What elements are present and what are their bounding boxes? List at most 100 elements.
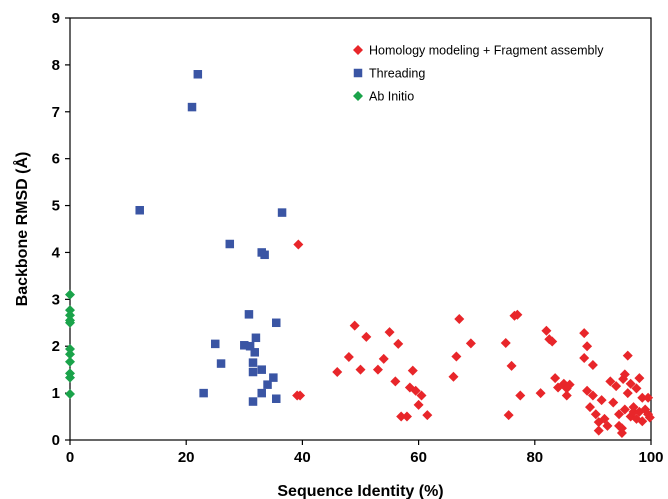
data-point bbox=[277, 208, 287, 217]
data-point bbox=[295, 390, 306, 401]
data-point bbox=[500, 337, 511, 348]
data-point bbox=[65, 344, 75, 355]
data-point bbox=[248, 397, 258, 406]
data-point bbox=[361, 331, 372, 342]
x-tick-label: 0 bbox=[66, 449, 74, 466]
data-point bbox=[211, 339, 220, 349]
data-point bbox=[643, 392, 654, 403]
x-tick-label: 100 bbox=[638, 449, 663, 466]
y-tick-label: 5 bbox=[52, 198, 60, 215]
y-tick-label: 1 bbox=[52, 385, 60, 402]
data-point bbox=[465, 338, 476, 349]
legend-item: Ab Initio bbox=[353, 90, 414, 104]
data-point bbox=[251, 333, 261, 343]
y-tick-label: 8 bbox=[52, 57, 60, 74]
y-tick-label: 7 bbox=[52, 104, 60, 121]
data-point bbox=[390, 376, 401, 387]
data-point bbox=[587, 359, 598, 370]
data-point bbox=[605, 376, 616, 387]
data-point bbox=[65, 310, 75, 321]
data-point bbox=[622, 388, 633, 399]
data-point bbox=[593, 425, 604, 436]
data-point bbox=[65, 289, 75, 300]
data-point bbox=[355, 364, 366, 375]
data-point bbox=[512, 309, 523, 320]
data-point bbox=[644, 412, 655, 423]
data-point bbox=[584, 402, 595, 413]
data-point bbox=[407, 365, 418, 376]
x-tick-label: 60 bbox=[410, 449, 427, 466]
data-point bbox=[619, 404, 630, 415]
data-point bbox=[564, 379, 575, 390]
data-point bbox=[272, 394, 281, 403]
data-point bbox=[448, 371, 459, 382]
data-point bbox=[619, 369, 630, 380]
data-point bbox=[240, 341, 249, 350]
data-point bbox=[413, 399, 424, 410]
x-tick-label: 80 bbox=[526, 449, 543, 466]
data-point bbox=[608, 397, 619, 408]
data-point bbox=[582, 385, 593, 396]
data-point bbox=[187, 102, 197, 112]
data-point bbox=[65, 305, 75, 316]
y-tick-label: 9 bbox=[52, 10, 60, 27]
data-point bbox=[451, 351, 462, 362]
data-point bbox=[454, 314, 465, 325]
data-point bbox=[65, 349, 75, 360]
y-tick-label: 2 bbox=[52, 338, 60, 355]
data-point bbox=[257, 388, 266, 398]
data-point bbox=[506, 360, 517, 371]
data-point bbox=[263, 380, 272, 389]
data-point bbox=[515, 390, 526, 401]
data-point bbox=[582, 341, 593, 352]
data-point bbox=[541, 325, 552, 336]
data-point bbox=[135, 205, 144, 215]
data-point bbox=[260, 250, 269, 260]
data-point bbox=[332, 367, 343, 378]
data-point bbox=[401, 411, 412, 422]
legend-marker bbox=[353, 68, 363, 78]
data-point bbox=[622, 350, 633, 361]
data-point bbox=[616, 423, 627, 434]
data-point bbox=[637, 416, 648, 427]
x-tick-label: 40 bbox=[294, 449, 311, 466]
data-point bbox=[614, 409, 625, 420]
data-point bbox=[547, 336, 558, 347]
legend-label: Ab Initio bbox=[369, 90, 414, 104]
data-point bbox=[349, 320, 360, 331]
data-point bbox=[561, 390, 572, 401]
data-point bbox=[250, 348, 260, 357]
data-point bbox=[602, 420, 613, 431]
plot-area: 0 20 40 60 80 100 0 1 2 3 4 5 6 7 8 9 bbox=[52, 10, 664, 466]
y-axis-title: Backbone RMSD (Å) bbox=[12, 152, 31, 307]
legend-item: Threading bbox=[353, 67, 425, 81]
series-0 bbox=[292, 239, 655, 438]
plot-frame bbox=[69, 17, 652, 441]
data-point bbox=[65, 356, 75, 367]
y-tick-label: 4 bbox=[52, 244, 61, 261]
data-point bbox=[378, 353, 389, 364]
data-point bbox=[225, 239, 235, 249]
data-point bbox=[396, 411, 407, 422]
data-point bbox=[503, 410, 514, 421]
data-point bbox=[579, 328, 590, 339]
data-point bbox=[248, 367, 258, 377]
y-tick-label: 6 bbox=[52, 151, 60, 168]
legend: Homology modeling + Fragment assembly Thr… bbox=[353, 44, 604, 104]
data-point bbox=[372, 364, 383, 375]
legend-marker bbox=[353, 45, 363, 55]
data-point bbox=[65, 317, 75, 328]
legend-label: Threading bbox=[369, 67, 425, 81]
data-point bbox=[216, 359, 226, 368]
data-point bbox=[272, 318, 281, 328]
legend-item: Homology modeling + Fragment assembly bbox=[353, 44, 604, 58]
data-point bbox=[535, 388, 546, 399]
data-point bbox=[244, 310, 254, 319]
data-point bbox=[293, 239, 304, 250]
data-point bbox=[590, 409, 601, 420]
data-point bbox=[193, 70, 203, 79]
data-point bbox=[199, 388, 208, 398]
data-point bbox=[579, 352, 590, 363]
legend-label: Homology modeling + Fragment assembly bbox=[369, 44, 604, 58]
